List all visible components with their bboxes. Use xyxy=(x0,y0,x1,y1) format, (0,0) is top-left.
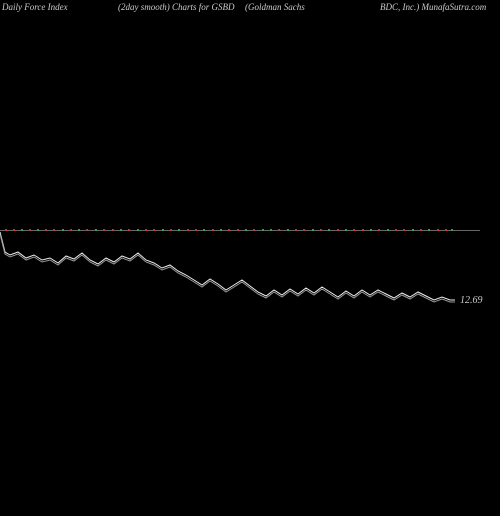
header-part-1: Daily Force Index xyxy=(2,2,68,12)
price-line-lower xyxy=(0,234,455,302)
header-part-2: (2day smooth) Charts for GSBD xyxy=(118,2,235,12)
price-line-upper xyxy=(0,232,455,300)
header-part-3: (Goldman Sachs xyxy=(245,2,305,12)
chart-area: 12.69 xyxy=(0,16,500,500)
header-part-4: BDC, Inc.) MunafaSutra.com xyxy=(380,2,486,12)
price-line-chart xyxy=(0,16,480,516)
current-price-label: 12.69 xyxy=(460,295,483,306)
